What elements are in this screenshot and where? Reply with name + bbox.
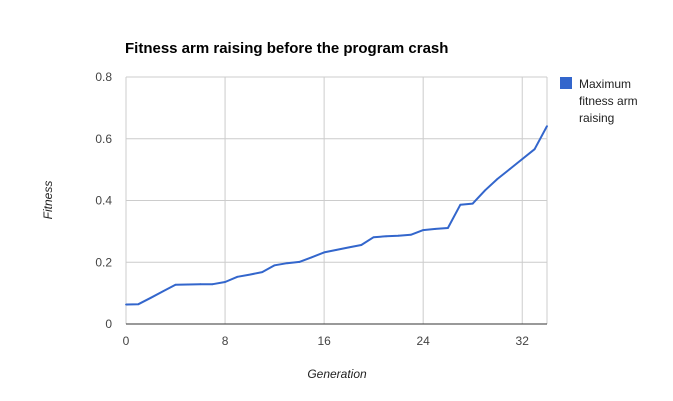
data-point: [447, 227, 449, 229]
y-tick-label: 0.6: [95, 132, 112, 146]
y-axis-title: Fitness: [41, 181, 55, 220]
data-point: [310, 256, 313, 259]
grid-lines: [125, 76, 548, 324]
x-tick-label: 32: [516, 334, 530, 348]
data-point: [496, 177, 499, 180]
data-point: [347, 246, 350, 249]
data-point: [372, 236, 375, 239]
series-layer: [125, 125, 548, 306]
y-tick-label: 0: [105, 317, 112, 331]
x-axis-title: Generation: [307, 367, 367, 381]
x-tick-label: 16: [317, 334, 331, 348]
series-line: [125, 125, 548, 306]
data-point: [409, 233, 412, 236]
data-point: [224, 281, 226, 283]
data-point: [261, 271, 264, 274]
data-point: [286, 262, 288, 265]
data-point: [397, 234, 400, 237]
data-point: [385, 235, 387, 238]
data-point: [174, 283, 177, 286]
data-point: [248, 273, 251, 276]
data-point: [533, 148, 536, 151]
data-point: [484, 189, 486, 192]
x-axis-tick-labels: 0 8 16 24 32: [123, 334, 530, 348]
legend: Maximum fitness arm raising: [560, 77, 638, 125]
legend-swatch: [560, 77, 572, 89]
data-point: [298, 261, 301, 263]
data-point: [125, 303, 127, 306]
data-point: [459, 203, 462, 206]
data-point: [137, 303, 140, 306]
data-point: [273, 264, 276, 267]
data-point: [236, 275, 239, 278]
y-tick-label: 0.2: [95, 255, 112, 269]
x-tick-label: 24: [416, 334, 430, 348]
data-point: [211, 283, 214, 286]
data-point: [199, 283, 202, 286]
data-point: [546, 125, 548, 127]
data-point: [521, 158, 524, 161]
y-tick-label: 0.4: [95, 194, 112, 208]
data-point: [323, 251, 326, 254]
data-point: [434, 228, 437, 230]
y-tick-label: 0.8: [95, 70, 112, 84]
data-point: [162, 290, 165, 293]
data-point: [422, 229, 425, 232]
data-point: [508, 168, 511, 170]
x-tick-label: 0: [123, 334, 130, 348]
y-axis-tick-labels: 0 0.2 0.4 0.6 0.8: [95, 70, 112, 331]
data-point: [187, 283, 189, 286]
data-point: [149, 296, 152, 299]
data-point: [471, 202, 474, 205]
data-point: [335, 249, 338, 251]
chart-title: Fitness arm raising before the program c…: [125, 40, 448, 57]
x-tick-label: 8: [222, 334, 229, 348]
data-point: [360, 244, 363, 246]
legend-label: Maximum fitness arm raising: [579, 77, 638, 125]
